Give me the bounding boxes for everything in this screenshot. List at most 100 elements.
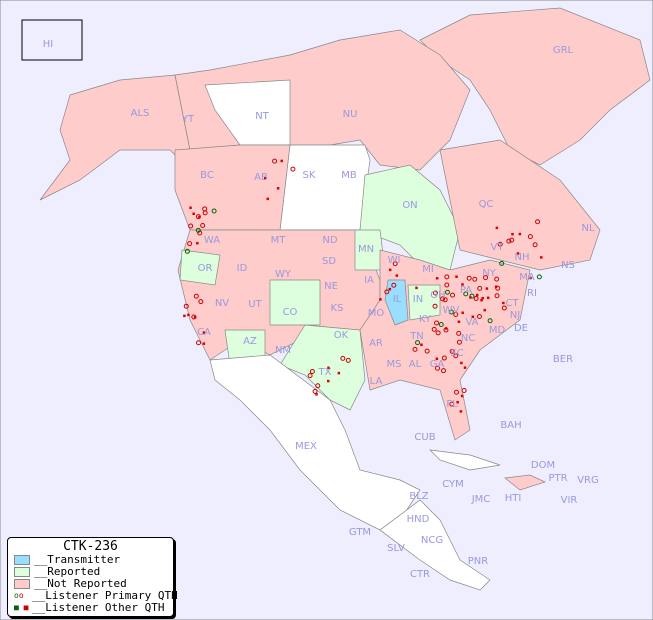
listener-primary-qth-marker [309,368,315,374]
listener-primary-qth-marker [477,285,483,291]
region-label-ga: GA [430,359,445,370]
hawaii-inset [21,19,83,61]
region-label-il: IL [393,294,402,305]
region-label-vrg: VRG [577,475,599,486]
listener-primary-qth-marker [198,299,204,305]
listener-other-qth-marker [463,366,467,369]
region-label-cub: CUB [414,432,435,443]
region-label-de: DE [514,323,528,334]
listener-other-qth-marker [469,296,472,299]
listener-other-qth-marker [202,331,206,334]
region-label-co: CO [283,307,298,318]
listener-primary-qth-marker [315,383,321,389]
region-sk-mb [279,144,371,231]
region-label-nt: NT [255,111,269,122]
legend-item-transmitter: __Transmitter [8,554,173,566]
listener-other-qth-marker [518,232,522,236]
not_reported-swatch [14,579,30,589]
listener-primary-qth-marker [501,305,507,311]
region-label-wi: WI [388,255,401,266]
region-label-md: MD [489,325,506,336]
listener-primary-qth-marker [441,355,447,361]
region-label-ia: IA [364,275,374,286]
region-label-vt: VT [491,242,505,253]
region-label-ne: NE [324,281,338,292]
listener-primary-qth-marker [392,261,398,267]
other-qth-marker-icon: ■ ■ [14,603,29,612]
region-label-hti: HTI [505,493,522,504]
region-label-nu: NU [343,109,358,120]
region-greenland [419,7,651,166]
listener-primary-qth-marker [532,242,538,248]
region-label-sd: SD [322,256,336,267]
region-label-gtm: GTM [349,527,371,538]
region-label-ny: NY [482,268,496,279]
listener-primary-qth-marker [434,320,440,326]
listener-primary-qth-marker [441,368,447,374]
listener-primary-qth-marker [193,293,199,299]
region-label-bah: BAH [500,420,521,431]
listener-other-qth-marker [460,394,464,398]
listener-primary-qth-marker [463,291,469,297]
listener-other-qth-marker [457,320,461,324]
region-label-tn: TN [409,331,424,342]
listener-primary-qth-marker [527,234,533,240]
region-label-ar: AR [369,338,383,349]
listener-primary-qth-marker [454,389,460,395]
listener-other-qth-marker [456,400,459,404]
listener-other-qth-marker [485,287,489,290]
region-label-wy: WY [275,269,292,280]
listener-other-qth-marker [494,285,498,288]
region-label-nl: NL [581,223,594,234]
region-label-slv: SLV [387,543,405,554]
listener-other-qth-marker [337,371,341,375]
listener-primary-qth-marker [196,340,202,346]
listener-primary-qth-marker [442,297,448,303]
legend-label: __Listener Other QTH [32,601,165,614]
listener-other-qth-marker [516,252,520,255]
listener-other-qth-marker [202,342,206,345]
region-label-nv: NV [215,298,229,309]
listener-primary-qth-marker [536,274,542,280]
transmitter-swatch [14,555,30,565]
listener-primary-qth-marker [195,227,201,233]
listener-primary-qth-marker [535,219,541,225]
region-central-america [379,499,491,591]
region-label-id: ID [237,263,248,274]
listener-other-qth-marker [193,315,197,319]
region-label-on: ON [402,200,417,211]
listener-other-qth-marker [264,177,267,180]
legend-label: __Reported [34,565,101,578]
region-label-ct: CT [505,298,519,309]
region-label-vir: VIR [561,495,578,506]
listener-other-qth-marker [481,296,484,300]
listener-other-qth-marker [495,226,499,230]
region-label-ut: UT [248,299,262,310]
region-label-ri: RI [527,288,537,299]
region-label-hi: HI [43,39,53,50]
region-label-or: OR [198,263,213,274]
region-label-nh: NH [515,252,530,263]
listener-primary-qth-marker [438,322,444,328]
listener-primary-qth-marker [312,388,318,394]
region-label-qc: QC [479,199,494,210]
region-label-tx: TX [318,367,332,378]
listener-primary-qth-marker [432,303,438,309]
listener-other-qth-marker [327,379,330,383]
region-label-nc: NC [461,333,475,344]
region-label-jmc: JMC [471,494,491,505]
listener-other-qth-marker [415,286,418,290]
region-label-ma: MA [519,272,535,283]
listener-primary-qth-marker [448,309,454,315]
region-label-blz: BLZ [409,491,428,502]
listener-primary-qth-marker [424,348,430,354]
listener-primary-qth-marker [202,210,208,216]
listener-other-qth-marker [459,410,463,413]
region-label-nd: ND [322,235,337,246]
listener-other-qth-marker [187,313,190,317]
region-label-pa: PA [460,285,472,296]
region-label-als: ALS [131,108,150,119]
listener-primary-qth-marker [187,241,193,247]
listener-other-qth-marker [475,293,479,297]
region-label-mb: MB [341,170,357,181]
